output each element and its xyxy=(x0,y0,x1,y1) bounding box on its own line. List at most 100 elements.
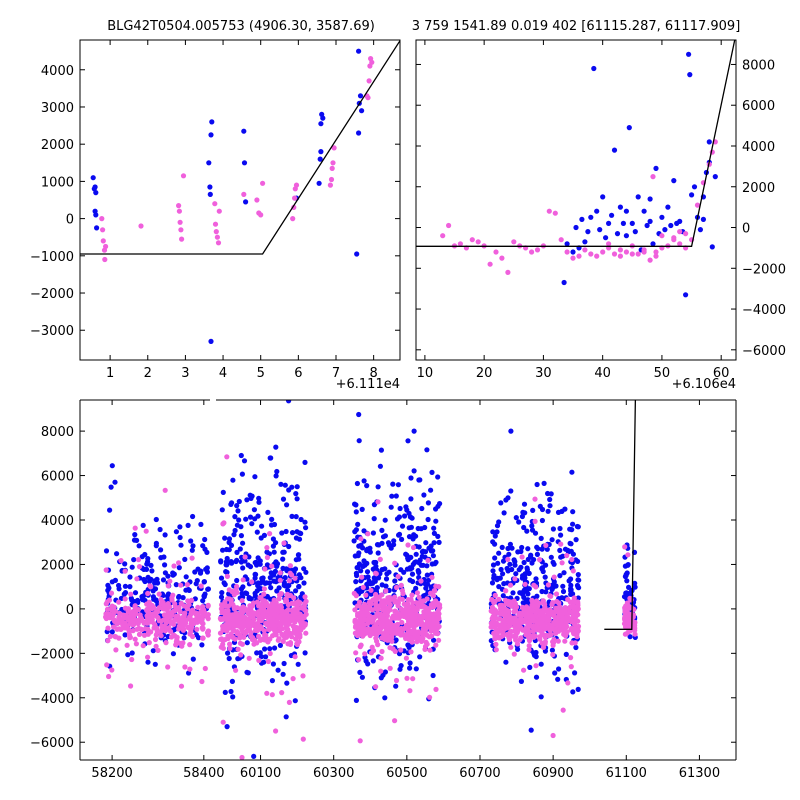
panel-bottom-blue-point xyxy=(230,477,236,483)
panel-bottom-pink-point xyxy=(489,597,495,603)
panel-top-right-pink-point xyxy=(641,249,647,255)
panel-bottom-blue-point xyxy=(510,590,516,596)
panel-bottom-seg1-xtick-label: 60300 xyxy=(313,766,354,781)
panel-bottom-pink-point xyxy=(511,623,518,630)
panel-bottom-blue-point xyxy=(112,577,118,584)
panel-bottom-blue-point xyxy=(284,680,290,686)
panel-bottom-blue-point xyxy=(490,568,496,574)
panel-bottom-pink-point xyxy=(141,620,147,626)
panel-top-right-pink-point xyxy=(677,229,683,235)
panel-bottom-blue-point xyxy=(545,508,551,514)
panel-bottom-blue-point xyxy=(575,584,581,590)
panel-bottom-pink-point xyxy=(544,617,550,623)
panel-bottom-pink-point xyxy=(356,623,362,629)
panel-bottom-pink-point xyxy=(511,651,517,657)
panel-bottom-pink-point xyxy=(262,566,268,572)
panel-bottom-pink-point xyxy=(280,638,286,645)
panel-bottom-pink-point xyxy=(552,609,558,615)
panel-bottom-blue-point xyxy=(525,556,531,563)
panel-bottom-blue-point xyxy=(173,529,179,535)
panel-top-right-pink-point xyxy=(594,253,600,259)
panel-bottom-blue-point xyxy=(255,513,261,519)
panel-bottom-blue-point xyxy=(356,438,362,444)
panel-bottom-pink-point xyxy=(172,633,178,639)
panel-bottom-blue-point xyxy=(533,576,539,582)
panel-bottom-pink-point xyxy=(553,591,560,597)
panel-top-left-blue-point xyxy=(92,184,98,190)
panel-bottom-blue-point xyxy=(274,561,281,567)
panel-bottom-blue-point xyxy=(626,584,632,591)
panel-bottom-pink-point xyxy=(414,639,420,645)
panel-bottom-blue-point xyxy=(226,547,232,553)
panel-bottom-blue-point xyxy=(270,661,276,667)
panel-bottom-pink-point xyxy=(410,676,416,682)
panel-bottom-blue-point xyxy=(145,556,151,562)
panel-bottom-blue-point xyxy=(491,575,497,581)
panel-top-right-blue-point xyxy=(683,292,689,298)
panel-top-left-ytick-label: 0 xyxy=(66,213,74,228)
panel-bottom-pink-point xyxy=(171,563,177,569)
panel-bottom-blue-point xyxy=(142,551,148,558)
panel-bottom-blue-point xyxy=(188,538,194,544)
panel-bottom-pink-point xyxy=(235,646,241,652)
panel-top-right-pink-point xyxy=(694,202,701,208)
panel-bottom-blue-point xyxy=(419,553,425,559)
panel-bottom-blue-point xyxy=(428,543,434,549)
panel-top-right-frame xyxy=(415,39,737,361)
panel-bottom-blue-point xyxy=(247,564,254,570)
panel-bottom-pink-point xyxy=(279,608,285,614)
panel-bottom-pink-point xyxy=(130,609,136,615)
panel-bottom-blue-point xyxy=(408,554,414,561)
panel-bottom-pink-point xyxy=(428,590,434,596)
panel-bottom-blue-point xyxy=(258,654,264,660)
panel-bottom-pink-point xyxy=(519,604,526,610)
panel-bottom-pink-point xyxy=(572,626,578,632)
panel-bottom-blue-point xyxy=(524,567,531,573)
panel-top-left-blue-point xyxy=(243,199,249,205)
panel-bottom-pink-point xyxy=(575,618,581,624)
panel-bottom-blue-point xyxy=(430,672,436,679)
panel-bottom-pink-point xyxy=(132,636,138,642)
panel-bottom-blue-point xyxy=(504,565,510,572)
panel-bottom-blue-point xyxy=(518,564,524,570)
panel-bottom-pink-point xyxy=(242,554,248,560)
panel-bottom-blue-point xyxy=(418,562,424,568)
panel-top-right-xtick-label: 40 xyxy=(594,366,611,381)
panel-bottom-blue-point xyxy=(424,581,431,587)
panel-bottom-pink-point xyxy=(542,639,549,645)
panel-bottom-blue-point xyxy=(560,583,566,589)
panel-bottom-pink-point xyxy=(575,623,582,629)
panel-bottom-pink-point xyxy=(238,614,244,620)
panel-bottom-blue-point xyxy=(393,683,399,689)
panel-bottom-blue-point xyxy=(402,513,408,519)
panel-top-left-xtick-label: 3 xyxy=(181,366,189,381)
panel-bottom-blue-point xyxy=(407,577,413,583)
panel-bottom-pink-point xyxy=(406,623,413,629)
panel-bottom-blue-point xyxy=(407,660,413,666)
panel-bottom-blue-point xyxy=(149,568,155,574)
panel-top-left-pink-point xyxy=(213,229,219,235)
panel-bottom-blue-point xyxy=(230,694,236,700)
panel-bottom-pink-point xyxy=(256,633,262,640)
panel-bottom-blue-point xyxy=(286,543,292,550)
panel-bottom-pink-point xyxy=(124,642,130,648)
panel-bottom-blue-point xyxy=(148,562,154,569)
panel-top-right-blue-point xyxy=(641,208,647,214)
panel-bottom-blue-point xyxy=(508,428,514,434)
panel-bottom-blue-point xyxy=(302,519,308,525)
panel-bottom-pink-point xyxy=(269,692,275,698)
panel-top-right-blue-point xyxy=(647,218,653,224)
panel-bottom-blue-point xyxy=(264,562,270,568)
panel-top-right-title: 3 759 1541.89 0.019 402 [61115.287, 6111… xyxy=(412,19,741,34)
panel-bottom-pink-point xyxy=(408,649,414,655)
panel-bottom-blue-point xyxy=(547,496,553,503)
panel-bottom-blue-point xyxy=(248,495,254,501)
panel-bottom-blue-point xyxy=(555,676,561,682)
panel-bottom-blue-point xyxy=(570,509,576,515)
panel-bottom-blue-point xyxy=(393,637,399,643)
panel-bottom-pink-point xyxy=(508,603,514,609)
panel-bottom-pink-point xyxy=(419,638,425,644)
panel-bottom: 58200 58400 60100 60300 60500 60700 60900 61100… xyxy=(30,399,737,781)
panel-bottom-blue-point xyxy=(280,496,287,502)
panel-bottom-pink-point xyxy=(292,619,298,625)
